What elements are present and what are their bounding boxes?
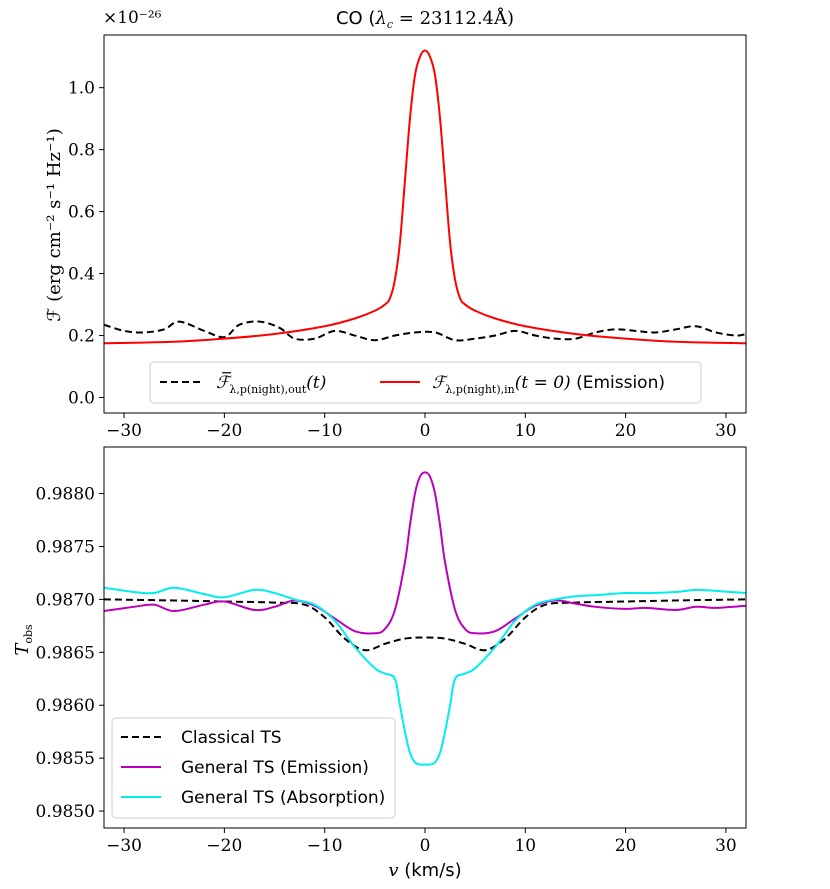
top-legend-label-in: ℱλ,p(night),in(t = 0) (Emission) bbox=[432, 373, 665, 396]
bottom-legend-label-absorption: General TS (Absorption) bbox=[181, 788, 385, 808]
bottom-ytick-label: 0.9880 bbox=[36, 485, 95, 505]
bottom-xtick-label: 30 bbox=[715, 836, 737, 856]
bottom-legend-label-classical: Classical TS bbox=[181, 728, 282, 748]
top-ytick-label: 0.2 bbox=[68, 327, 95, 347]
bottom-xtick-label: −30 bbox=[106, 836, 142, 856]
bottom-series-lines bbox=[104, 471, 746, 766]
bottom-xtick-label: −20 bbox=[206, 836, 242, 856]
bottom-ytick-label: 0.9855 bbox=[36, 749, 95, 769]
bottom-series-0-line bbox=[104, 598, 746, 652]
bottom-ytick-label: 0.9865 bbox=[36, 643, 95, 663]
top-xtick-label: 30 bbox=[715, 421, 737, 441]
bottom-plot-frame bbox=[103, 446, 747, 829]
bottom-ylabel: Tobs bbox=[12, 624, 35, 656]
top-xtick-label: −10 bbox=[307, 421, 343, 441]
top-ylabel: ℱ (erg cm⁻² s⁻¹ Hz⁻¹) bbox=[44, 128, 65, 322]
top-series-lines bbox=[104, 49, 746, 345]
top-ytick-label: 0.8 bbox=[68, 141, 95, 161]
bottom-series-2-line bbox=[104, 586, 746, 766]
bottom-xtick-label: 20 bbox=[615, 836, 637, 856]
top-xtick-label: 0 bbox=[420, 421, 431, 441]
bottom-legend-label-emission: General TS (Emission) bbox=[181, 758, 369, 778]
top-series-1-line bbox=[104, 49, 746, 345]
bottom-ytick-label: 0.9870 bbox=[36, 590, 95, 610]
top-legend-box bbox=[149, 361, 702, 404]
top-xtick-label: −20 bbox=[206, 421, 242, 441]
top-ytick-label: 0.6 bbox=[68, 203, 95, 223]
bottom-xtick-label: −10 bbox=[307, 836, 343, 856]
top-scale-note: ×10⁻²⁶ bbox=[103, 8, 162, 28]
top-axis-ticks: −30 −20 −10 0 10 20 30 0.0 0.2 0.4 0.6 0.8 1.0 bbox=[68, 79, 737, 441]
top-ytick-label: 1.0 bbox=[68, 79, 95, 99]
top-xtick-label: −30 bbox=[106, 421, 142, 441]
top-xtick-label: 20 bbox=[615, 421, 637, 441]
bottom-xlabel: v (km/s) bbox=[388, 860, 461, 881]
bottom-xtick-label: 0 bbox=[420, 836, 431, 856]
bottom-panel: Tobs v (km/s) −30 −20 −10 0 10 20 30 0.9850 0.98… bbox=[12, 446, 747, 881]
top-plot-frame bbox=[103, 34, 747, 414]
bottom-ytick-label: 0.9850 bbox=[36, 802, 95, 822]
top-panel: ×10⁻²⁶ CO (λc = 23112.4Å) ℱ (erg cm⁻² s⁻… bbox=[44, 7, 747, 441]
bottom-series-1-line bbox=[104, 471, 746, 635]
top-legend-label-out: ℱ̅λ,p(night),out(t) bbox=[216, 372, 326, 396]
bottom-ytick-label: 0.9875 bbox=[36, 537, 95, 557]
bottom-axis-ticks: −30 −20 −10 0 10 20 30 0.9850 0.9855 0.9860 0.9865… bbox=[36, 485, 737, 856]
top-series-0-line bbox=[104, 320, 746, 342]
top-title: CO (λc = 23112.4Å) bbox=[336, 7, 514, 31]
bottom-legend-box bbox=[111, 717, 396, 819]
top-xtick-label: 10 bbox=[514, 421, 536, 441]
top-ytick-label: 0.0 bbox=[68, 389, 95, 409]
top-ytick-label: 0.4 bbox=[68, 265, 95, 285]
bottom-xtick-label: 10 bbox=[514, 836, 536, 856]
bottom-ytick-label: 0.9860 bbox=[36, 696, 95, 716]
top-legend: ℱ̅λ,p(night),out(t) ℱλ,p(night),in(t = 0… bbox=[149, 361, 702, 404]
bottom-legend: Classical TS General TS (Emission) Gener… bbox=[111, 717, 396, 819]
